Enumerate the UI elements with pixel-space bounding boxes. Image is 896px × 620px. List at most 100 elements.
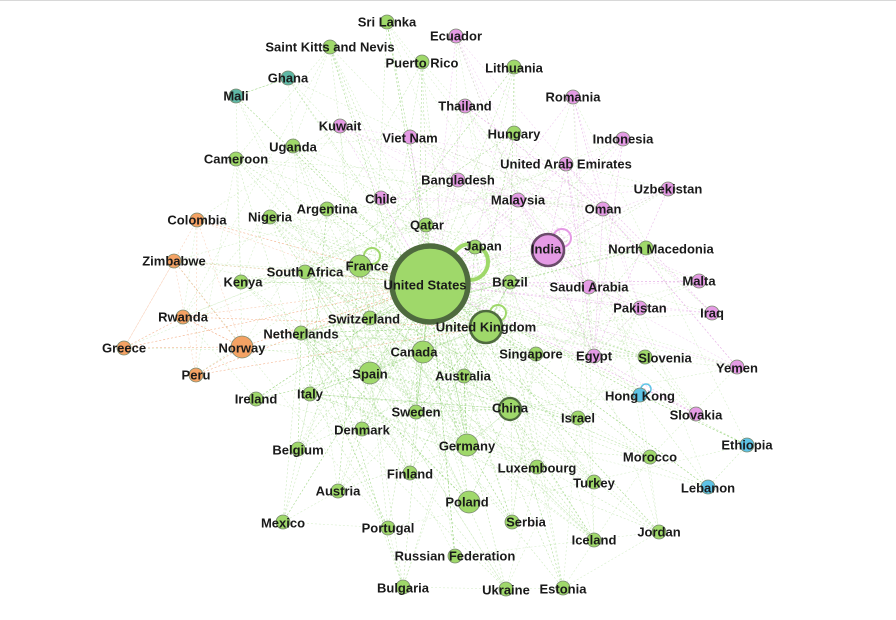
node-puerto-rico[interactable] [414, 54, 430, 70]
node-norway[interactable] [230, 335, 254, 359]
node-slovenia[interactable] [637, 349, 653, 365]
node-luxembourg[interactable] [529, 459, 545, 475]
node-uzbekistan[interactable] [660, 181, 676, 197]
node-netherlands[interactable] [293, 325, 309, 341]
node-sri-lanka[interactable] [379, 14, 395, 30]
node-oman[interactable] [595, 201, 611, 217]
node-thailand[interactable] [457, 98, 473, 114]
node-finland[interactable] [402, 465, 418, 481]
node-ukraine[interactable] [498, 581, 514, 597]
edge [329, 46, 459, 181]
node-egypt[interactable] [586, 348, 602, 364]
node-mali[interactable] [228, 88, 244, 104]
edge [593, 188, 669, 357]
edge [309, 326, 487, 395]
edge [309, 393, 579, 419]
node-morocco[interactable] [642, 449, 658, 465]
node-rwanda[interactable] [175, 309, 191, 325]
node-ecuador[interactable] [448, 28, 464, 44]
node-saudi-arabia[interactable] [581, 279, 597, 295]
node-zimbabwe[interactable] [166, 253, 182, 269]
node-jordan[interactable] [651, 524, 667, 540]
node-russian-federation[interactable] [447, 548, 463, 564]
node-chile[interactable] [373, 190, 389, 206]
node-australia[interactable] [456, 368, 472, 384]
node-united-states[interactable] [389, 243, 471, 325]
node-saint-kitts-and-nevis[interactable] [322, 39, 338, 55]
node-yemen[interactable] [729, 359, 745, 375]
node-portugal[interactable] [380, 520, 396, 536]
node-italy[interactable] [302, 386, 318, 402]
node-brazil[interactable] [502, 274, 518, 290]
node-bangladesh[interactable] [450, 172, 466, 188]
node-bulgaria[interactable] [395, 579, 411, 595]
edge [182, 316, 257, 400]
node-germany[interactable] [455, 433, 479, 457]
edge [572, 96, 604, 210]
node-ethiopia[interactable] [739, 437, 755, 453]
node-canada[interactable] [411, 340, 435, 364]
node-malta[interactable] [691, 273, 707, 289]
edge [457, 179, 604, 210]
node-austria[interactable] [330, 483, 346, 499]
node-switzerland[interactable] [362, 310, 378, 326]
node-ireland[interactable] [248, 391, 264, 407]
node-romania[interactable] [565, 89, 581, 105]
node-greece[interactable] [116, 340, 132, 356]
node-hong-kong[interactable] [632, 387, 648, 403]
node-label-singapore: Singapore [499, 346, 563, 361]
node-viet-nam[interactable] [402, 129, 418, 145]
node-china[interactable] [497, 396, 523, 422]
node-denmark[interactable] [354, 421, 370, 437]
node-nigeria[interactable] [262, 209, 278, 225]
node-united-arab-emirates[interactable] [558, 156, 574, 172]
node-hungary[interactable] [506, 125, 522, 141]
node-label-argentina: Argentina [297, 201, 358, 216]
edge [304, 197, 382, 273]
node-iceland[interactable] [586, 532, 602, 548]
node-israel[interactable] [570, 410, 586, 426]
edge [593, 138, 624, 357]
node-singapore[interactable] [528, 346, 544, 362]
edge [466, 444, 513, 523]
edge [359, 265, 511, 410]
node-poland[interactable] [457, 490, 481, 514]
node-sweden[interactable] [408, 404, 424, 420]
edge [173, 260, 197, 376]
node-qatar[interactable] [418, 217, 434, 233]
edge [339, 125, 641, 396]
node-india[interactable] [530, 232, 566, 268]
edge [485, 326, 595, 483]
node-united-kingdom[interactable] [468, 309, 504, 345]
node-lithuania[interactable] [506, 59, 522, 75]
node-mexico[interactable] [275, 514, 291, 530]
node-japan[interactable] [467, 239, 483, 255]
node-north-macedonia[interactable] [638, 240, 654, 256]
node-serbia[interactable] [504, 514, 520, 530]
node-spain[interactable] [358, 361, 382, 385]
node-south-africa[interactable] [297, 264, 313, 280]
node-pakistan[interactable] [632, 300, 648, 316]
edge [455, 35, 567, 165]
node-colombia[interactable] [189, 212, 205, 228]
node-turkey[interactable] [586, 474, 602, 490]
node-kuwait[interactable] [332, 118, 348, 134]
node-peru[interactable] [188, 367, 204, 383]
edge [339, 125, 519, 201]
node-uganda[interactable] [285, 138, 301, 154]
edge [639, 307, 713, 314]
node-kenya[interactable] [233, 274, 249, 290]
node-ghana[interactable] [280, 70, 296, 86]
node-france[interactable] [348, 254, 372, 278]
node-slovakia[interactable] [688, 406, 704, 422]
node-belgium[interactable] [290, 441, 306, 457]
node-lebanon[interactable] [700, 479, 716, 495]
edge [387, 444, 748, 529]
node-argentina[interactable] [319, 201, 335, 217]
node-indonesia[interactable] [615, 131, 631, 147]
node-estonia[interactable] [555, 580, 571, 596]
node-label-mali: Mali [223, 88, 248, 103]
node-cameroon[interactable] [228, 151, 244, 167]
node-iraq[interactable] [704, 305, 720, 321]
node-malaysia[interactable] [510, 192, 526, 208]
